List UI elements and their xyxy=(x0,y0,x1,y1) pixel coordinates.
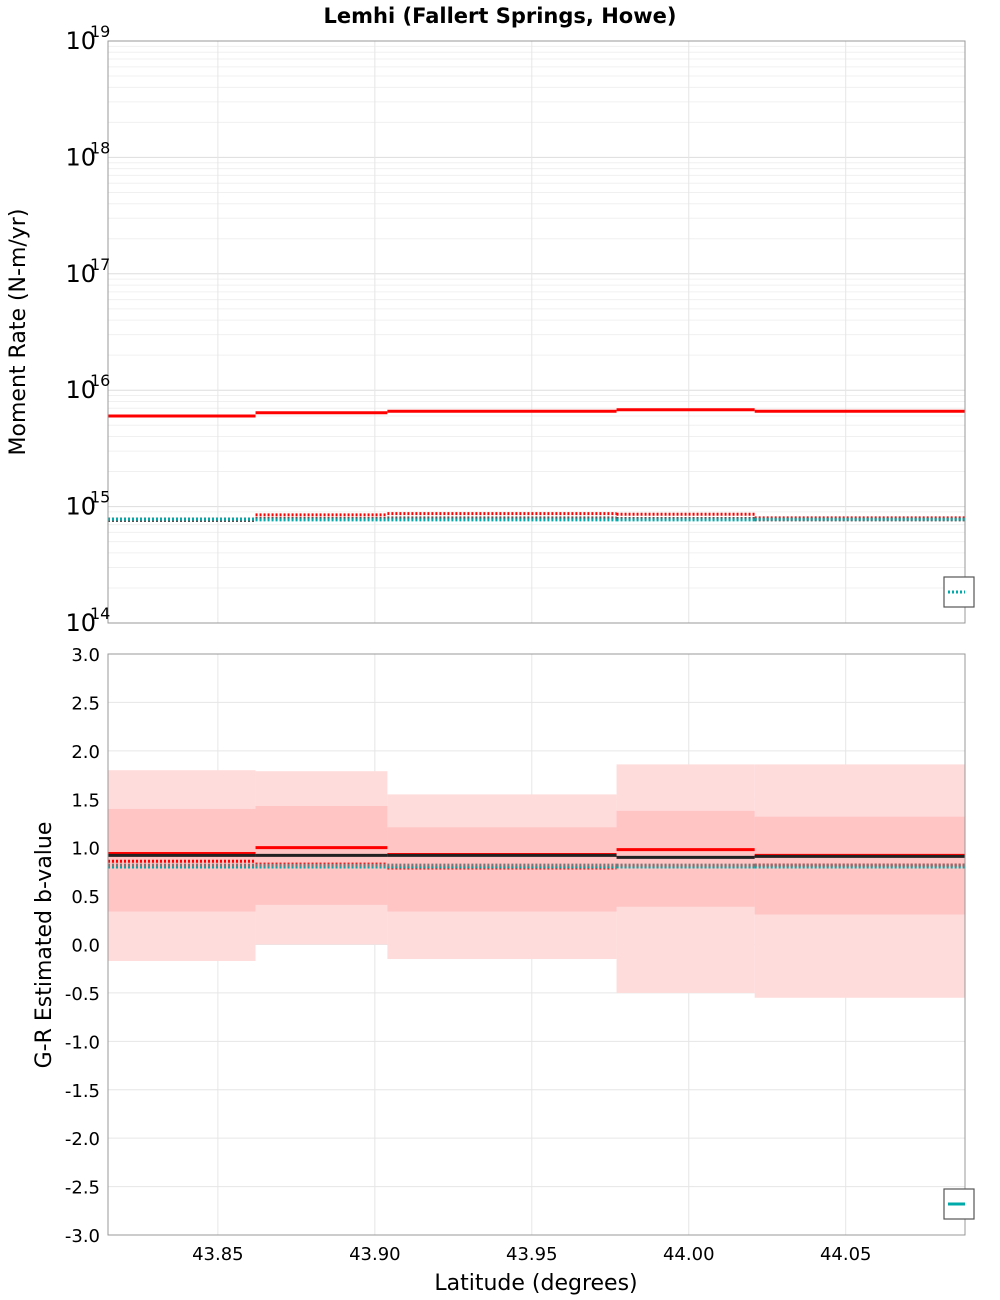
top-series xyxy=(108,408,965,522)
bottom-series-1 xyxy=(108,853,965,859)
bottom-series xyxy=(108,846,965,870)
bottom-legend xyxy=(943,1188,975,1220)
bottom-y-tick-label: 1.5 xyxy=(71,790,100,811)
top-y-tick-base: 10 xyxy=(65,27,96,55)
top-y-tick-exponent: 16 xyxy=(90,371,110,390)
bottom-frame xyxy=(107,653,966,1236)
bottom-y-tick-label: 0.5 xyxy=(71,887,100,908)
x-tick-label: 43.90 xyxy=(349,1244,401,1265)
top-series-3 xyxy=(108,517,965,522)
top-y-tick-base: 10 xyxy=(65,143,96,171)
bottom-y-tick-label: 2.0 xyxy=(71,742,100,763)
top-frame xyxy=(107,40,966,624)
bottom-bands xyxy=(108,764,965,998)
top-y-tick-exponent: 19 xyxy=(90,22,110,41)
x-axis-label: Latitude (degrees) xyxy=(434,1271,637,1296)
x-tick-label: 43.85 xyxy=(192,1244,244,1265)
bottom-y-tick-label: -2.0 xyxy=(65,1129,100,1150)
bottom-y-tick-label: -3.0 xyxy=(65,1226,100,1247)
top-y-tick-base: 10 xyxy=(65,609,96,637)
top-legend xyxy=(943,576,975,608)
bottom-y-tick-label: -0.5 xyxy=(65,984,100,1005)
top-y-tick-exponent: 14 xyxy=(90,604,110,623)
top-y-tick-base: 10 xyxy=(65,260,96,288)
bottom-y-tick-label: -1.0 xyxy=(65,1032,100,1053)
bottom-y-ticks: 3.0 2.5 2.0 1.5 1.0 0.5 0.0 -0.5 -1.0 -1.5 -2.0 -2.… xyxy=(65,645,100,1247)
top-grid xyxy=(108,41,965,624)
top-y-tick-exponent: 17 xyxy=(90,255,110,274)
bottom-x-ticks: 43.85 43.90 43.95 44.00 44.05 xyxy=(192,1244,871,1265)
bottom-y-axis-label: G-R Estimated b-value xyxy=(32,822,57,1069)
x-tick-label: 44.05 xyxy=(820,1244,872,1265)
top-y-tick-base: 10 xyxy=(65,493,96,521)
bottom-y-tick-label: 1.0 xyxy=(71,839,100,860)
bottom-y-tick-label: -2.5 xyxy=(65,1178,100,1199)
top-y-tick-exponent: 15 xyxy=(90,488,110,507)
x-tick-label: 44.00 xyxy=(663,1244,715,1265)
top-legend-box xyxy=(943,576,975,608)
top-y-tick-base: 10 xyxy=(65,376,96,404)
chart-title: Lemhi (Fallert Springs, Howe) xyxy=(324,4,677,28)
bottom-y-tick-label: 3.0 xyxy=(71,645,100,666)
bottom-panel: 3.0 2.5 2.0 1.5 1.0 0.5 0.0 -0.5 -1.0 -1.5 -2.0 -2.… xyxy=(32,645,975,1296)
bottom-y-tick-label: 0.0 xyxy=(71,936,100,957)
top-series-0 xyxy=(108,408,965,418)
top-y-axis-label: Moment Rate (N-m/yr) xyxy=(6,209,31,456)
top-y-tick-exponent: 18 xyxy=(90,138,110,157)
bottom-y-tick-label: 2.5 xyxy=(71,693,100,714)
band-segment xyxy=(387,827,617,912)
x-tick-label: 43.95 xyxy=(506,1244,558,1265)
bottom-y-tick-label: -1.5 xyxy=(65,1081,100,1102)
